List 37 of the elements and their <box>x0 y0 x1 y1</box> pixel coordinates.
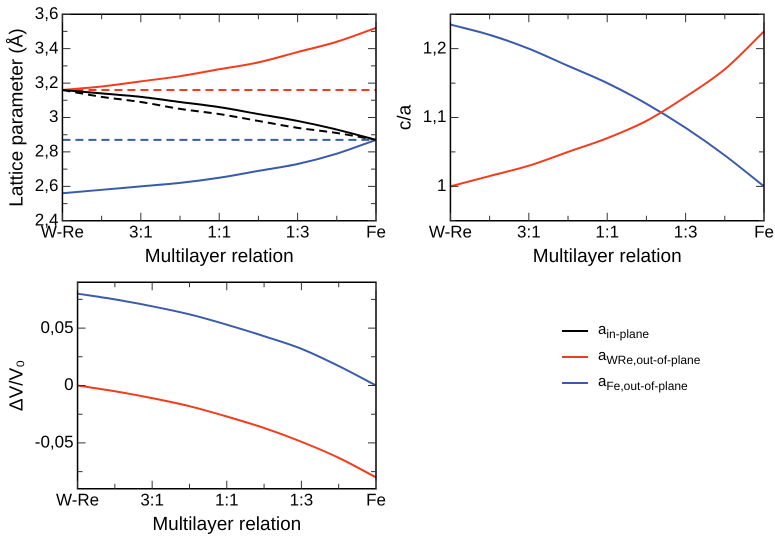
y-axis-title: Lattice parameter (Å) <box>6 28 28 207</box>
y-tick-label: 3,2 <box>34 72 58 92</box>
y-axis-title: ΔV/V₀ <box>6 360 28 412</box>
x-tick-label: W-Re <box>428 222 472 242</box>
y-tick-label: 1,1 <box>422 107 446 126</box>
x-tick-label: 3:1 <box>140 490 164 510</box>
y-tick-label: 1,2 <box>422 38 446 58</box>
x-tick-label: W-Re <box>56 490 100 510</box>
x-tick-label: Fe <box>366 222 386 242</box>
x-tick-label: Fe <box>754 222 774 242</box>
line-series <box>76 384 377 478</box>
y-tick-label: 3 <box>48 107 58 126</box>
x-tick-label: Fe <box>366 490 386 510</box>
x-tick-label: 1:1 <box>207 222 232 242</box>
x-tick-label: 1:3 <box>290 490 314 510</box>
x-tick-label: 1:1 <box>595 222 620 242</box>
x-axis-title: Multilayer relation <box>144 246 294 267</box>
x-axis-title: Multilayer relation <box>152 514 302 535</box>
legend-label: a$_{Fe,out-of-plane}$ <box>598 373 688 393</box>
x-tick-label: 1:1 <box>214 490 239 510</box>
y-tick-label: -0,05 <box>34 432 74 452</box>
y-tick-label: 3,4 <box>34 38 58 58</box>
x-tick-label: 3:1 <box>517 222 541 242</box>
y-tick-label: 2,8 <box>34 142 58 161</box>
line-series <box>76 292 377 386</box>
x-axis-title: Multilayer relation <box>532 246 682 267</box>
x-tick-label: 1:3 <box>674 222 698 242</box>
x-tick-label: 3:1 <box>129 222 153 242</box>
y-axis-title: c/a <box>394 104 416 130</box>
y-tick-label: 3,6 <box>34 4 58 23</box>
y-tick-label: 1 <box>436 176 446 196</box>
legend-label: a$_{WRe,out-of-plane}$ <box>598 347 700 367</box>
legend-label: a$_{in-plane}$ <box>598 321 650 341</box>
y-tick-label: 0 <box>64 375 74 394</box>
x-tick-label: 1:3 <box>286 222 310 242</box>
y-tick-label: 0,05 <box>40 318 74 337</box>
y-tick-label: 2,6 <box>34 176 58 196</box>
